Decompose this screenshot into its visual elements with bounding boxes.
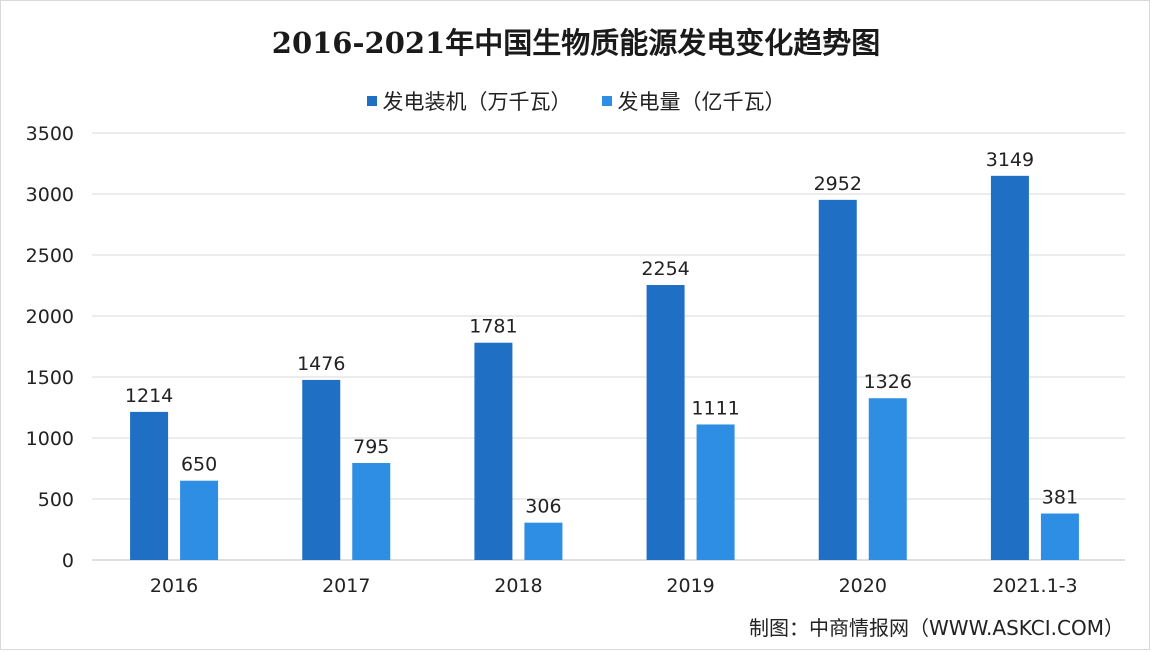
data-label: 1214: [125, 385, 173, 407]
x-tick-label: 2016: [150, 575, 198, 597]
legend-swatch-installed: [366, 96, 377, 106]
data-label: 2952: [814, 173, 862, 195]
y-tick-label: 0: [62, 550, 74, 572]
bar: [352, 463, 391, 560]
data-label: 381: [1042, 487, 1078, 509]
chart-title: 2016-2021年中国生物质能源发电变化趋势图: [271, 26, 881, 60]
x-tick-label: 2020: [839, 575, 887, 597]
x-tick-label: 2017: [322, 575, 370, 597]
bar: [818, 199, 857, 560]
y-tick-label: 3000: [26, 184, 74, 206]
bar: [646, 285, 685, 560]
x-tick-label: 2018: [494, 575, 542, 597]
y-tick-label: 3500: [26, 123, 74, 145]
bar: [180, 480, 219, 560]
data-label: 3149: [986, 149, 1034, 171]
legend-label-generation: 发电量（亿千瓦）: [617, 90, 786, 114]
data-label: 650: [181, 454, 217, 476]
data-label: 1476: [297, 353, 345, 375]
data-label: 306: [525, 496, 561, 518]
data-label: 1781: [469, 316, 517, 338]
bar: [696, 424, 735, 560]
legend-item-generation: 发电量（亿千瓦）: [601, 86, 786, 116]
legend-swatch-generation: [601, 96, 612, 106]
bar: [990, 175, 1029, 560]
data-label: 1326: [864, 371, 912, 393]
y-tick-label: 2000: [26, 306, 74, 328]
legend-label-installed: 发电装机（万千瓦）: [382, 90, 572, 114]
data-label: 1111: [691, 397, 739, 419]
source-note: 制图：中商情报网（WWW.ASKCI.COM）: [749, 616, 1124, 640]
bar: [302, 379, 341, 560]
bar: [1040, 513, 1079, 560]
x-tick-label: 2019: [666, 575, 714, 597]
bar: [130, 411, 169, 560]
y-tick-label: 1500: [26, 367, 74, 389]
chart-legend: 发电装机（万千瓦） 发电量（亿千瓦）: [0, 86, 1152, 116]
data-label: 2254: [641, 258, 689, 280]
legend-item-installed: 发电装机（万千瓦）: [366, 86, 572, 116]
data-label: 795: [353, 436, 389, 458]
bar: [868, 398, 907, 560]
y-tick-label: 1000: [26, 428, 74, 450]
bar: [524, 522, 563, 560]
bar: [474, 342, 513, 560]
y-tick-label: 2500: [26, 245, 74, 267]
y-tick-label: 500: [38, 489, 74, 511]
x-tick-label: 2021.1-3: [992, 575, 1077, 597]
